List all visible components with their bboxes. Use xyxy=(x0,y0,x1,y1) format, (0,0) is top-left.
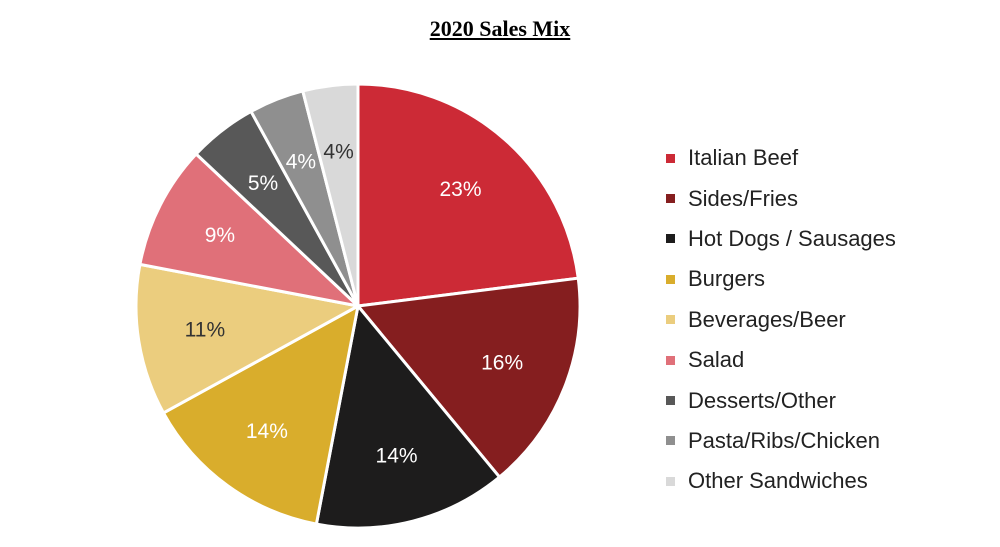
chart-title: 2020 Sales Mix xyxy=(429,16,571,41)
legend-swatch xyxy=(666,396,675,406)
slice-label-burgers: 14% xyxy=(246,420,288,443)
legend-item-italian-beef: Italian Beef xyxy=(666,138,896,178)
legend-swatch xyxy=(666,315,675,325)
legend-item-sides-fries: Sides/Fries xyxy=(666,178,896,218)
pie-slice-beverages-beer xyxy=(134,262,360,415)
legend-label: Sides/Fries xyxy=(688,185,799,211)
pie-slice-other-sandwiches xyxy=(301,82,360,308)
legend-swatch xyxy=(666,436,675,446)
legend-item-desserts-other: Desserts/Other xyxy=(666,380,896,420)
legend-swatch xyxy=(666,194,675,204)
slice-label-sides-fries: 16% xyxy=(481,352,523,375)
pie-chart: 23% 16% 14% 14% 11% 9% 5% 4% 4% xyxy=(134,82,582,530)
legend-swatch xyxy=(666,355,675,365)
legend-label: Other Sandwiches xyxy=(688,468,868,494)
pie-slice-sides-fries xyxy=(356,276,582,479)
slice-label-salad: 9% xyxy=(205,224,235,247)
legend-item-other-sandwiches: Other Sandwiches xyxy=(666,461,896,501)
slice-label-other-sandwiches: 4% xyxy=(323,141,353,164)
slice-label-hot-dogs-sausages: 14% xyxy=(376,445,418,468)
legend-item-beverages-beer: Beverages/Beer xyxy=(666,300,896,340)
legend-item-pasta-ribs-chicken: Pasta/Ribs/Chicken xyxy=(666,421,896,461)
legend-swatch xyxy=(666,476,675,486)
slice-label-desserts-other: 5% xyxy=(248,172,278,195)
legend-label: Salad xyxy=(688,347,745,373)
legend-swatch xyxy=(666,234,675,244)
legend-label: Pasta/Ribs/Chicken xyxy=(688,427,880,453)
legend-swatch xyxy=(666,274,675,284)
pie-slice-burgers xyxy=(161,304,360,526)
legend-label: Desserts/Other xyxy=(688,387,836,413)
slice-label-beverages-beer: 11% xyxy=(185,319,225,342)
pie-slice-salad xyxy=(138,152,360,308)
pie-slice-hot-dogs-sausages xyxy=(314,304,502,530)
legend-item-hot-dogs-sausages: Hot Dogs / Sausages xyxy=(666,219,896,259)
legend-label: Burgers xyxy=(688,266,766,292)
legend-swatch xyxy=(666,153,675,163)
pie-slice-italian-beef xyxy=(356,82,580,308)
legend-label: Italian Beef xyxy=(688,145,799,171)
legend-label: Beverages/Beer xyxy=(688,306,846,332)
chart-legend: Italian Beef Sides/Fries Hot Dogs / Sausag… xyxy=(666,138,896,502)
slice-label-italian-beef: 23% xyxy=(439,178,481,201)
legend-item-salad: Salad xyxy=(666,340,896,380)
slice-label-pasta-ribs-chicken: 4% xyxy=(286,150,316,173)
legend-label: Hot Dogs / Sausages xyxy=(688,225,896,251)
legend-item-burgers: Burgers xyxy=(666,259,896,299)
